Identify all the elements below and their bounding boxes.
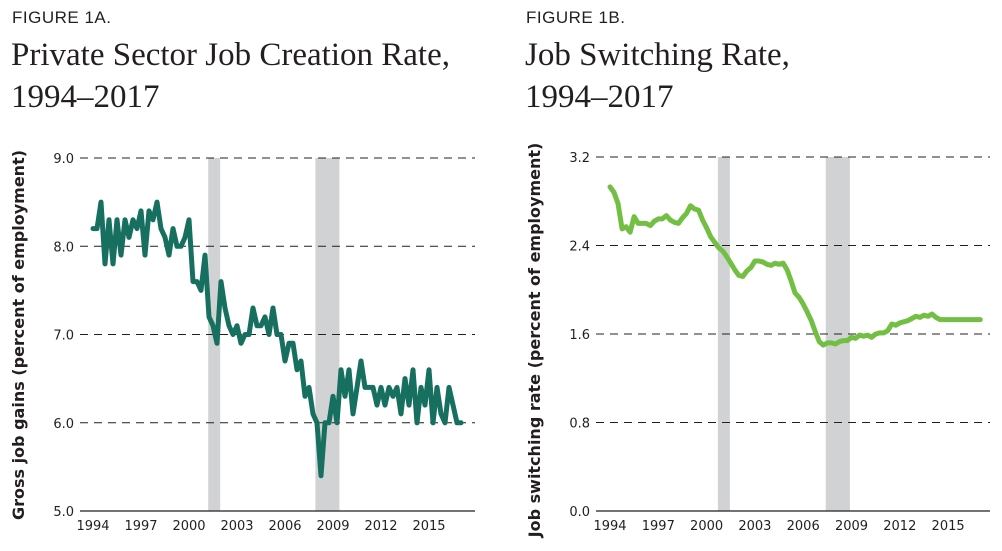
- x-tick-label: 2012: [883, 519, 916, 534]
- y-axis-label: Gross job gains (percent of employment): [9, 150, 28, 520]
- figure-1b-title: Job Switching Rate, 1994–2017: [525, 34, 790, 118]
- y-tick-label: 0.0: [569, 505, 590, 520]
- x-tick-label: 2000: [172, 519, 205, 534]
- y-tick-label: 7.0: [53, 329, 74, 344]
- figure-1a-title-line1: Private Sector Job Creation Rate,: [11, 37, 450, 73]
- y-tick-label: 3.2: [569, 151, 590, 166]
- figure-1b-title-line1: Job Switching Rate,: [525, 37, 790, 73]
- figure-1a-label: FIGURE 1A.: [12, 8, 112, 27]
- y-tick-label: 0.8: [569, 417, 590, 432]
- x-tick-label: 1997: [124, 519, 157, 534]
- x-tick-label: 1994: [76, 519, 109, 534]
- x-tick-label: 2015: [412, 519, 445, 534]
- y-tick-label: 8.0: [53, 240, 74, 255]
- y-axis-label: Job switching rate (percent of employmen…: [525, 143, 544, 539]
- x-tick-label: 2006: [268, 519, 301, 534]
- y-tick-label: 9.0: [53, 152, 74, 167]
- figure-1a-title: Private Sector Job Creation Rate, 1994–2…: [11, 34, 450, 118]
- series-line: [607, 184, 983, 348]
- chart-b: 0.0 0.8 1.6 2.4 3.2 1994 1997 2000 2003 2006 2009 2…: [525, 143, 990, 539]
- series-line: [90, 199, 464, 479]
- x-tick-label: 2006: [787, 519, 820, 534]
- x-tick-label: 2009: [835, 519, 868, 534]
- x-tick-label: 1994: [593, 519, 626, 534]
- x-tick-label: 2009: [316, 519, 349, 534]
- figure-1b-label: FIGURE 1B.: [526, 8, 626, 27]
- y-tick-label: 2.4: [569, 240, 590, 255]
- x-tick-label: 1997: [642, 519, 675, 534]
- x-tick-label: 2015: [932, 519, 965, 534]
- figure-1b-title-line2: 1994–2017: [525, 79, 674, 115]
- figure-1a-title-line2: 1994–2017: [11, 79, 160, 115]
- y-tick-label: 1.6: [569, 328, 590, 343]
- y-tick-label: 6.0: [53, 417, 74, 432]
- x-tick-label: 2000: [690, 519, 723, 534]
- x-tick-label: 2012: [364, 519, 397, 534]
- y-tick-label: 5.0: [53, 505, 74, 520]
- x-tick-label: 2003: [220, 519, 253, 534]
- chart-a: 5.0 6.0 7.0 8.0 9.0 1994 1997 2000 2003 2006 2009 2…: [9, 150, 475, 534]
- x-tick-label: 2003: [738, 519, 771, 534]
